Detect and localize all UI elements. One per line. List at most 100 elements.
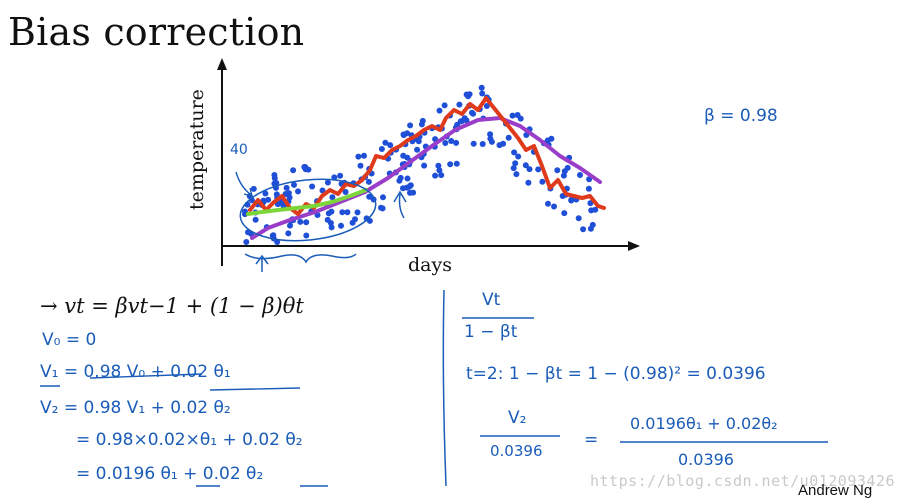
scatter-point — [535, 166, 542, 173]
scatter-point — [575, 215, 582, 222]
scatter-point — [287, 222, 293, 229]
equals-sign: = — [584, 430, 599, 450]
scatter-point — [470, 140, 477, 147]
ewa-formula: → vt = βvt−1 + (1 − β)θt — [40, 294, 304, 318]
scatter-point — [297, 218, 304, 225]
scatter-point — [435, 162, 442, 169]
scatter-point — [404, 175, 411, 182]
underline-term — [209, 387, 301, 391]
scatter-point — [380, 194, 386, 201]
annotation-40: 40 — [230, 142, 248, 158]
scatter-point — [407, 182, 414, 189]
scatter-point — [544, 137, 551, 144]
fraction-denominator: 1 − βt — [464, 322, 518, 342]
purple-curve — [250, 116, 602, 240]
scatter-point — [338, 222, 344, 229]
scatter-points — [242, 84, 599, 245]
scatter-point — [436, 167, 443, 174]
ink-curly-brace — [244, 253, 357, 264]
scatter-point — [303, 232, 310, 239]
scatter-point — [291, 181, 297, 188]
v2-numerator: V₂ — [508, 408, 527, 428]
scatter-point — [561, 168, 568, 175]
scatter-point — [577, 172, 583, 178]
scatter-point — [274, 239, 281, 245]
scatter-point — [551, 203, 557, 210]
scatter-point — [354, 209, 361, 216]
scatter-point — [478, 84, 485, 91]
scatter-point — [269, 232, 276, 239]
scatter-point — [457, 118, 464, 125]
scatter-point — [400, 132, 407, 139]
scatter-point — [463, 117, 470, 124]
scatter-point — [342, 189, 349, 195]
scatter-point — [262, 190, 269, 197]
scatter-point — [522, 162, 529, 169]
scatter-point — [442, 140, 449, 146]
scatter-point — [361, 152, 367, 159]
scatter-point — [483, 103, 490, 109]
scatter-point — [382, 139, 389, 146]
scatter-point — [447, 161, 454, 168]
scatter-point — [265, 196, 272, 203]
y-axis-arrowhead — [217, 58, 227, 70]
formula-line-4: = 0.0196 θ₁ + 0.02 θ₂ — [76, 464, 264, 484]
scatter-point — [470, 110, 477, 117]
scatter-point — [580, 226, 587, 233]
scatter-point — [378, 204, 384, 211]
scatter-point — [282, 191, 289, 197]
t2-line: t=2: 1 − βt = 1 − (0.98)² = 0.0396 — [466, 364, 766, 384]
y-axis-label: temperature — [186, 89, 208, 210]
scatter-point — [290, 167, 297, 174]
scatter-point — [587, 200, 594, 207]
scatter-point — [344, 209, 351, 216]
ink-up-arrow-right — [393, 190, 407, 219]
scatter-point — [588, 207, 595, 214]
scatter-point — [243, 239, 250, 245]
scatter-point — [512, 160, 519, 167]
red-curve — [248, 96, 606, 216]
scatter-point — [309, 183, 316, 190]
scatter-point — [331, 174, 338, 181]
scatter-point — [302, 164, 309, 170]
scatter-point — [479, 141, 486, 147]
scatter-point — [324, 216, 331, 223]
scatter-point — [513, 171, 520, 178]
scatter-point — [355, 153, 362, 160]
formula-line-0: V₀ = 0 — [42, 330, 97, 350]
scatter-point — [415, 138, 422, 145]
scatter-point — [561, 210, 568, 217]
scatter-point — [568, 197, 575, 204]
scatter-point — [539, 178, 546, 185]
v2-denominator: 0.0396 — [490, 442, 543, 460]
scatter-point — [271, 180, 278, 187]
scatter-point — [366, 193, 373, 200]
author-credit: Andrew Ng — [798, 482, 873, 499]
ink-arrow-40 — [235, 171, 253, 197]
scatter-point — [410, 189, 417, 196]
scatter-point — [328, 224, 335, 231]
scatter-point — [456, 101, 463, 108]
scatter-point — [349, 219, 356, 226]
strike-v1 — [89, 373, 203, 379]
x-axis-label: days — [408, 254, 452, 276]
scatter-point — [545, 200, 551, 207]
formula-line-2: V₂ = 0.98 V₁ + 0.02 θ₂ — [40, 398, 231, 418]
scatter-point — [453, 160, 460, 167]
scatter-point — [252, 216, 259, 223]
scatter-point — [303, 219, 310, 226]
beta-note: β = 0.98 — [704, 106, 778, 126]
scatter-point — [400, 152, 407, 159]
slide-title: Bias correction — [8, 10, 305, 54]
scatter-point — [407, 122, 414, 129]
fraction-numerator: Vt — [482, 290, 501, 310]
formula-line-3: = 0.98×0.02×θ₁ + 0.02 θ₂ — [76, 430, 303, 450]
scatter-point — [505, 134, 512, 141]
scatter-point — [285, 230, 292, 237]
scatter-point — [517, 115, 524, 122]
scatter-point — [487, 135, 494, 142]
scatter-point — [487, 131, 494, 138]
scatter-point — [286, 194, 293, 201]
scatter-point — [448, 138, 455, 144]
